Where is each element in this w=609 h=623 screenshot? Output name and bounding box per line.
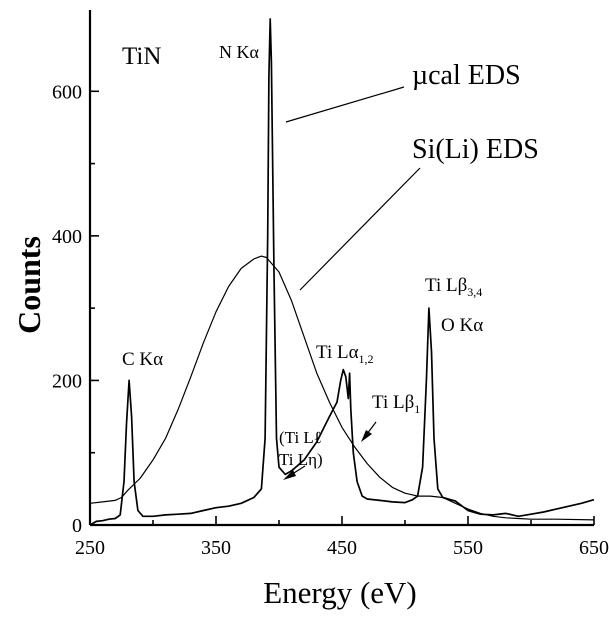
ucal-leader-line [285, 86, 405, 123]
series-sili-eds-line [89, 255, 595, 521]
y-tick-label: 200 [52, 370, 82, 392]
series-layer [89, 18, 595, 526]
x-tick-label: 450 [327, 537, 357, 559]
x-tick-label: 550 [453, 537, 483, 559]
annotation-ti-ll: (Ti Lℓ [279, 428, 322, 447]
til-arrow-head [283, 470, 296, 480]
annotation-ti-lbeta1: Ti Lβ1 [372, 392, 420, 416]
ti-lalpha-subscript: 1,2 [359, 352, 374, 366]
annotation-ucal-eds: µcal EDS [412, 60, 521, 91]
y-tick-label: 600 [52, 81, 82, 103]
annotation-sili-eds: Si(Li) EDS [412, 134, 539, 165]
x-ticks: 250 350 450 550 650 [75, 516, 609, 559]
ti-lbeta1-subscript: 1 [414, 402, 420, 416]
annotation-n-kalpha: N Kα [219, 42, 259, 62]
leader-lines [285, 86, 421, 291]
axes: 250 350 450 550 650 0 200 400 600 [52, 10, 609, 559]
y-tick-label: 0 [72, 515, 82, 537]
x-axis-title: Energy (eV) [263, 575, 417, 610]
annotation-o-kalpha: O Kα [441, 315, 483, 336]
ti-lalpha-text: Ti Lα [316, 342, 359, 363]
annotation-tin: TiN [122, 43, 161, 70]
annotation-labels: TiN N Kα µcal EDS Si(Li) EDS C Kα Ti Lα1… [122, 42, 539, 469]
annotation-ti-lbeta34: Ti Lβ3,4 [425, 275, 482, 299]
y-tick-label: 400 [52, 226, 82, 248]
y-axis-title: Counts [11, 236, 47, 334]
annotation-arrows [283, 421, 377, 480]
annotation-ti-lalpha12: Ti Lα1,2 [316, 342, 374, 366]
x-tick-label: 250 [75, 537, 105, 559]
ti-lbeta34-text: Ti Lβ [425, 275, 467, 296]
sili-leader-line [299, 167, 421, 291]
annotation-c-kalpha: C Kα [122, 349, 163, 370]
annotation-ti-leta: Ti Lη) [279, 450, 323, 469]
x-tick-label: 650 [579, 537, 609, 559]
tilb1-arrow-head [361, 430, 372, 442]
ti-lbeta34-subscript: 3,4 [467, 285, 482, 299]
x-tick-label: 350 [201, 537, 231, 559]
ti-lbeta1-text: Ti Lβ [372, 392, 414, 413]
y-ticks: 0 200 400 600 [52, 81, 99, 537]
series-ucal-eds-line [89, 18, 595, 526]
